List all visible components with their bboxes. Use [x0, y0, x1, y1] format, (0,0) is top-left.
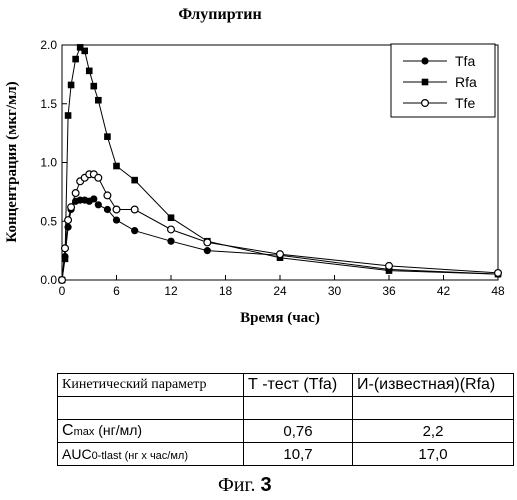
data-point-open-circle [62, 245, 69, 252]
legend-label-rfa: Rfa [455, 74, 477, 90]
data-point-filled-circle [95, 201, 102, 208]
series-line-tfa [62, 199, 498, 280]
data-point-square [131, 177, 138, 184]
data-point-open-circle [113, 206, 120, 213]
data-point-open-circle [72, 190, 79, 197]
data-point-open-circle [277, 251, 284, 258]
legend-label-tfe: Tfe [455, 95, 475, 111]
data-point-filled-circle [421, 57, 428, 64]
legend-box [391, 44, 495, 117]
x-tick-label: 18 [219, 284, 233, 298]
y-tick-label: 1.5 [40, 97, 57, 111]
param-symbol: C [62, 422, 74, 439]
data-point-square [65, 112, 72, 119]
data-point-open-circle [204, 239, 211, 246]
param-subscript: max [74, 426, 95, 438]
data-point-open-circle [386, 263, 393, 270]
value-cell-reference: 17,0 [353, 443, 514, 466]
x-axis: 0 6 12 18 24 30 36 42 48 [59, 275, 505, 298]
y-tick-label: 2.0 [40, 38, 57, 52]
param-unit: (нг/мл) [94, 422, 142, 438]
data-point-open-circle [104, 192, 111, 199]
param-unit: (нг х час/мл) [122, 450, 188, 462]
x-tick-label: 12 [164, 284, 178, 298]
data-point-square [72, 56, 79, 63]
data-point-open-circle [59, 277, 66, 284]
table-row-auc: AUC0-tlast (нг х час/мл) 10,7 17,0 [58, 443, 514, 466]
caption-prefix: Фиг. [218, 474, 260, 496]
header-cell-reference: И-(известная)(Rfa) [353, 374, 514, 397]
value-cell-reference: 2,2 [353, 420, 514, 443]
x-tick-label: 42 [437, 284, 451, 298]
data-point-square [168, 214, 175, 221]
data-point-square [95, 97, 102, 104]
data-point-open-circle [495, 270, 502, 277]
data-point-open-circle [65, 217, 72, 224]
param-cell-auc: AUC0-tlast (нг х час/мл) [58, 443, 244, 466]
concentration-chart: 0 6 12 18 24 30 36 42 48 0.0 0.5 1.0 1.5 2.0 Время (… [0, 0, 517, 345]
x-tick-label: 36 [382, 284, 396, 298]
y-tick-label: 1.0 [40, 156, 57, 170]
data-point-square [113, 163, 120, 170]
data-point-open-circle [168, 226, 175, 233]
param-subscript: 0-tlast [92, 450, 122, 462]
table-cell [58, 397, 244, 420]
y-tick-label: 0.5 [40, 214, 57, 228]
data-point-filled-circle [104, 206, 111, 213]
x-axis-label: Время (час) [240, 310, 320, 326]
table-cell [353, 397, 514, 420]
data-point-open-circle [95, 174, 102, 181]
x-tick-label: 24 [273, 284, 287, 298]
data-point-square [81, 48, 88, 55]
data-point-open-circle [422, 100, 429, 107]
table-row-empty [58, 397, 514, 420]
series-tfa [58, 195, 501, 283]
value-cell-test: 0,76 [244, 420, 353, 443]
param-symbol: AUC [62, 446, 92, 462]
series-line-tfe [62, 174, 498, 280]
header-cell-test: Т -тест (Tfa) [244, 374, 353, 397]
x-tick-label: 30 [328, 284, 342, 298]
param-cell-cmax: Cmax (нг/мл) [58, 420, 244, 443]
data-point-square [62, 256, 69, 263]
series-tfe [59, 171, 502, 284]
data-point-filled-circle [167, 238, 174, 245]
data-point-filled-circle [131, 227, 138, 234]
y-axis-label: Концентрация (мкг/мл) [4, 81, 20, 242]
y-tick-label: 0.0 [40, 273, 57, 287]
data-point-square [422, 79, 429, 86]
table-header-row: Кинетический параметр Т -тест (Tfa) И-(и… [58, 374, 514, 397]
x-tick-label: 6 [113, 284, 120, 298]
data-point-square [86, 68, 93, 75]
data-point-square [68, 82, 75, 89]
data-point-open-circle [68, 204, 75, 211]
data-point-filled-circle [90, 195, 97, 202]
x-tick-label: 0 [59, 284, 66, 298]
data-point-filled-circle [113, 216, 120, 223]
table-row-cmax: Cmax (нг/мл) 0,76 2,2 [58, 420, 514, 443]
data-point-square [104, 133, 111, 140]
value-cell-test: 10,7 [244, 443, 353, 466]
x-tick-label: 48 [491, 284, 505, 298]
data-point-open-circle [131, 206, 138, 213]
data-point-filled-circle [204, 247, 211, 254]
data-point-square [90, 83, 97, 90]
table-cell [244, 397, 353, 420]
header-cell-parameter: Кинетический параметр [58, 374, 244, 397]
caption-number: 3 [260, 474, 271, 496]
kinetic-parameter-table: Кинетический параметр Т -тест (Tfa) И-(и… [57, 373, 514, 466]
figure-caption: Фиг. 3 [218, 474, 272, 497]
legend-label-tfa: Tfa [455, 53, 475, 69]
